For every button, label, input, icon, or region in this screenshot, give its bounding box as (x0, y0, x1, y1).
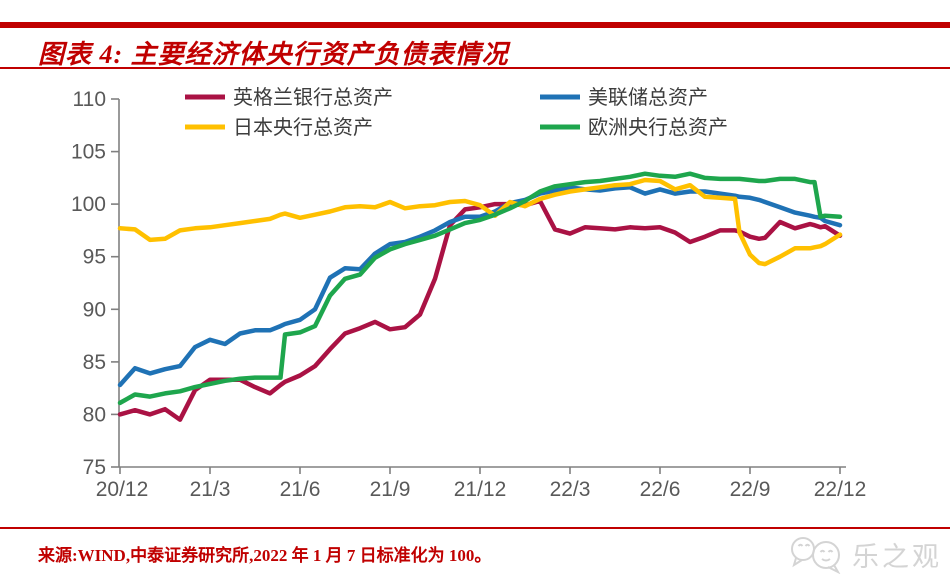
footer-rule (0, 527, 950, 529)
x-tick-label: 22/3 (550, 478, 591, 501)
top-accent-bar (0, 22, 950, 28)
series-lines (117, 171, 843, 422)
source-note: 来源:WIND,中泰证券研究所,2022 年 1 月 7 日标准化为 100。 (38, 546, 492, 565)
watermark: 乐之观 (788, 534, 942, 574)
series-line-0 (117, 198, 843, 422)
title-underline (0, 67, 950, 69)
x-tick-label: 21/3 (190, 478, 231, 501)
x-tick-label: 21/12 (454, 478, 507, 501)
x-tick-label: 20/12 (96, 478, 149, 501)
line-chart: 英格兰银行总资产 美联储总资产 日本央行总资产 欧洲央行总资产 (71, 86, 867, 501)
legend-label-ecb: 欧洲央行总资产 (588, 116, 728, 139)
x-tick-label: 22/9 (730, 478, 771, 501)
legend-label-fed: 美联储总资产 (588, 86, 708, 109)
y-axis-labels: 110 105 100 95 90 85 80 75 (71, 88, 106, 479)
x-axis-labels: 20/12 21/3 21/6 21/9 21/12 22/3 22/6 22/… (96, 478, 867, 501)
y-tick-label: 85 (83, 351, 106, 374)
y-tick-label: 95 (83, 246, 106, 269)
y-tick-label: 80 (83, 403, 106, 426)
series-line-2 (117, 177, 843, 267)
legend-label-boj: 日本央行总资产 (233, 116, 373, 139)
y-tick-label: 90 (83, 298, 106, 321)
legend-label-boe: 英格兰银行总资产 (233, 86, 393, 109)
x-tick-label: 22/12 (814, 478, 867, 501)
y-tick-label: 105 (71, 141, 106, 164)
y-tick-label: 100 (71, 193, 106, 216)
axes (111, 98, 846, 474)
chart-legend: 英格兰银行总资产 美联储总资产 日本央行总资产 欧洲央行总资产 (185, 86, 728, 139)
y-tick-label: 110 (73, 88, 106, 111)
x-tick-label: 21/9 (370, 478, 411, 501)
series-line-3 (117, 171, 843, 406)
x-tick-label: 21/6 (280, 478, 321, 501)
x-tick-label: 22/6 (640, 478, 681, 501)
figure-title: 图表 4: 主要经济体央行资产负债表情况 (38, 40, 509, 69)
chat-bubbles-icon (791, 537, 841, 574)
y-tick-label: 75 (83, 456, 106, 479)
watermark-label: 乐之观 (852, 541, 942, 572)
series-line-1 (117, 185, 843, 388)
